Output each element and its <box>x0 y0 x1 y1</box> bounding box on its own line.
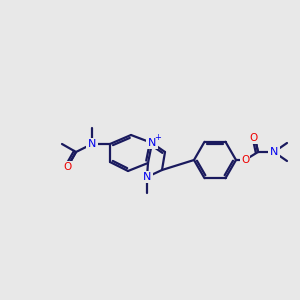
Text: O: O <box>64 162 72 172</box>
Text: N: N <box>143 172 151 182</box>
Text: O: O <box>241 155 249 165</box>
Text: O: O <box>250 133 258 143</box>
Text: N: N <box>270 147 278 157</box>
Text: +: + <box>154 134 161 142</box>
Text: N: N <box>148 138 156 148</box>
Text: N: N <box>88 139 96 149</box>
